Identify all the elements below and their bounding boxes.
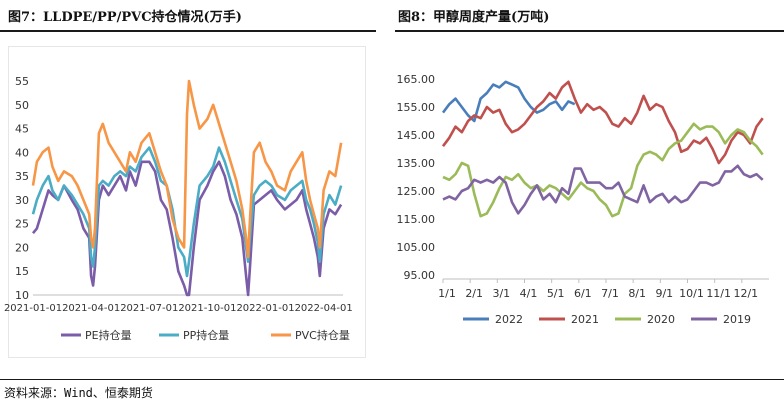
x-tick-label: 1/1	[438, 287, 456, 300]
y-tick-label: 135.00	[397, 157, 436, 170]
y-tick-label: 165.00	[397, 73, 436, 86]
x-tick-label: 10/1	[679, 287, 704, 300]
series-line-2021	[441, 80, 764, 165]
right-figure-title: 图8：甲醇周度产量(万吨)	[398, 10, 550, 25]
legend-label-2019: 2019	[723, 313, 751, 326]
y-tick-label: 155.00	[397, 101, 436, 114]
y-tick-label: 10	[15, 289, 29, 302]
legend-label-2020: 2020	[647, 313, 675, 326]
x-tick-label: 5/1	[547, 287, 565, 300]
header-rule-left	[0, 30, 376, 32]
x-tick-label: 2021-07-01	[120, 303, 178, 314]
left-figure-title: 图7：LLDPE/PP/PVC持仓情况(万手)	[8, 10, 242, 25]
x-tick-label: 2/1	[465, 287, 483, 300]
y-tick-label: 105.00	[397, 241, 436, 254]
series-line-2019	[442, 164, 764, 215]
series-line-pvc	[31, 79, 343, 259]
methanol-output-chart-panel: 165.00 155.00 145.00 135.00 125.00 115.00 105.…	[397, 46, 782, 358]
y-tick-label: 50	[15, 99, 29, 112]
x-tick-label: 3/1	[492, 287, 510, 300]
methanol-output-chart: 165.00 155.00 145.00 135.00 125.00 115.00 105.…	[397, 73, 769, 326]
x-tick-label: 2021-10-01	[178, 303, 236, 314]
y-tick-label: 40	[15, 146, 29, 159]
y-tick-label: 115.00	[397, 213, 436, 226]
legend-label-2022: 2022	[495, 313, 523, 326]
y-tick-label: 35	[15, 170, 29, 183]
y-tick-label: 25	[15, 218, 29, 231]
x-tick-label: 9/1	[655, 287, 673, 300]
y-tick-label: 95.00	[404, 269, 436, 282]
y-tick-label: 20	[15, 241, 29, 254]
x-tick-label: 11/1	[706, 287, 731, 300]
x-tick-label: 6/1	[574, 287, 592, 300]
y-tick-label: 55	[15, 75, 29, 88]
x-tick-label: 2021-01-01	[4, 303, 62, 314]
source-note: 资料来源：Wind、恒泰期货	[4, 386, 153, 400]
series-line-2022	[441, 80, 576, 123]
footer-rule	[0, 379, 784, 380]
legend-label-2021: 2021	[571, 313, 599, 326]
x-tick-label: 8/1	[628, 287, 646, 300]
legend-label-pp: PP持仓量	[183, 328, 229, 342]
x-tick-label: 4/1	[520, 287, 538, 300]
y-tick-label: 30	[15, 194, 29, 207]
legend-label-pe: PE持仓量	[85, 328, 132, 342]
y-tick-label: 45	[15, 123, 29, 136]
y-tick-label: 145.00	[397, 129, 436, 142]
x-tick-label: 2022-04-01	[295, 303, 353, 314]
series-line-2020	[442, 122, 764, 218]
legend-label-pvc: PVC持仓量	[295, 328, 350, 342]
x-tick-label: 2022-01-01	[236, 303, 294, 314]
x-tick-label: 7/1	[601, 287, 619, 300]
y-tick-label: 125.00	[397, 185, 436, 198]
header-rule-right	[395, 30, 784, 32]
y-tick-label: 15	[15, 265, 29, 278]
open-interest-chart-panel: 55 50 45 40 35 30 25 20 15 10 2021-01-01 2021-04-01…	[4, 46, 366, 358]
x-tick-label: 2021-04-01	[62, 303, 120, 314]
x-tick-label: 12/1	[733, 287, 758, 300]
